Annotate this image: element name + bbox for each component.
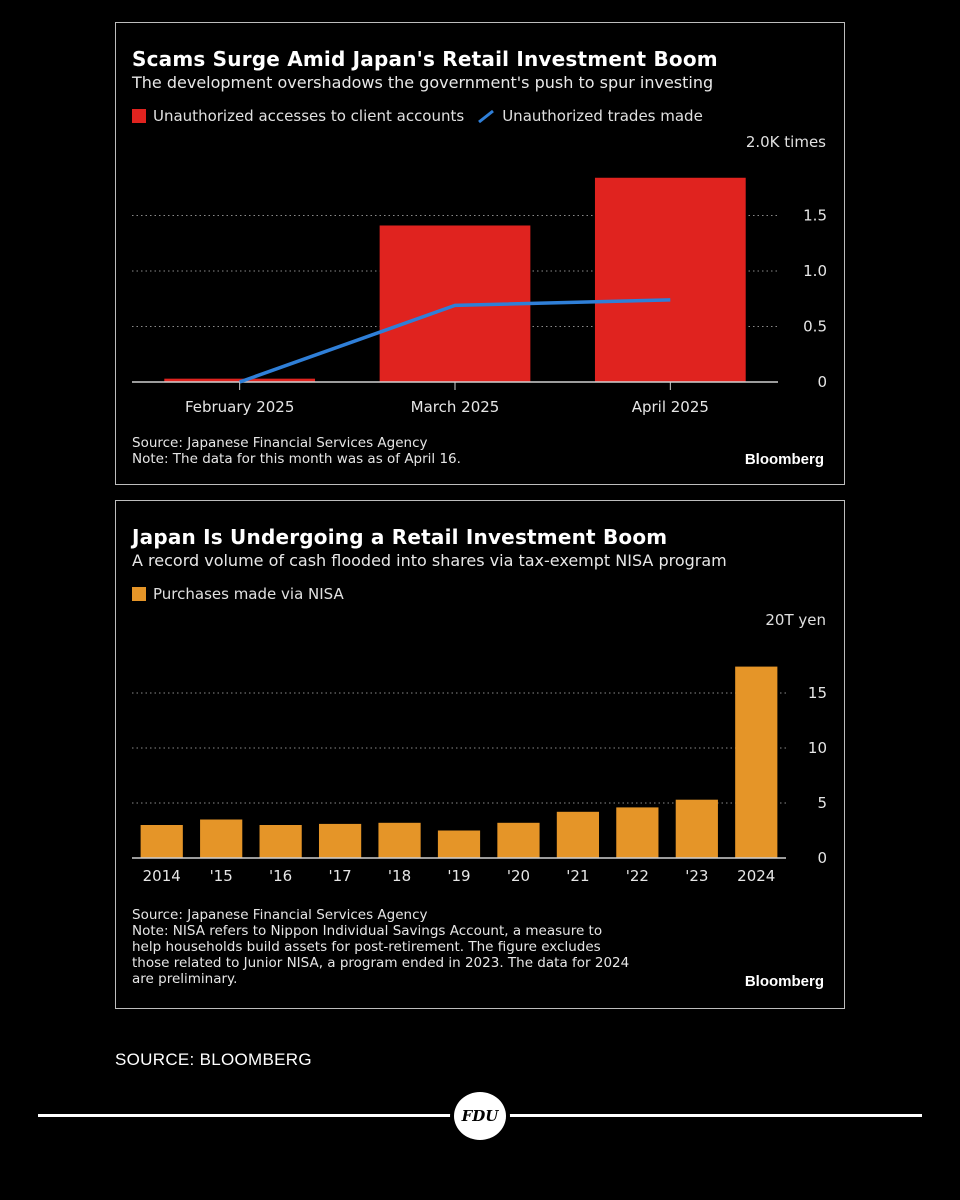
fdu-logo: FDU	[454, 1092, 506, 1140]
y-tick-label: 0.5	[803, 318, 827, 336]
x-tick-label: April 2025	[632, 398, 709, 416]
y-tick-label: 1.0	[803, 262, 827, 280]
legend-item-nisa: Purchases made via NISA	[132, 585, 344, 603]
legend-swatch-red	[132, 109, 146, 123]
x-tick-label: '22	[626, 867, 649, 885]
legend-swatch-orange	[132, 587, 146, 601]
note-line: Note: NISA refers to Nippon Individual S…	[132, 923, 603, 939]
x-tick-label: '15	[210, 867, 233, 885]
source-note: Source: Japanese Financial Services Agen…	[132, 907, 428, 923]
x-tick-label: 2024	[737, 867, 775, 885]
scams-chart-panel: Scams Surge Amid Japan's Retail Investme…	[115, 22, 845, 485]
bar	[140, 825, 183, 858]
bar	[616, 807, 659, 858]
chart-title: Scams Surge Amid Japan's Retail Investme…	[132, 47, 718, 71]
x-tick-label: '21	[566, 867, 589, 885]
x-tick-label: '16	[269, 867, 292, 885]
y-tick-label: 0	[817, 849, 827, 867]
legend-item-trades: Unauthorized trades made	[478, 107, 703, 125]
note-line: those related to Junior NISA, a program …	[132, 955, 630, 971]
x-tick-label: '19	[447, 867, 470, 885]
chart-notes: Source: Japanese Financial Services Agen…	[132, 435, 461, 467]
legend-label: Purchases made via NISA	[153, 585, 344, 603]
legend-label: Unauthorized accesses to client accounts	[153, 107, 465, 125]
nisa-bar-chart: 0 5 10 15 2014 '15 '16 '17 '18 '19 '20 '21 '22 '23 202…	[132, 666, 827, 885]
scams-bar-line-chart: 0 0.5 1.0 1.5 February 2025 March 2025 April 2…	[132, 177, 827, 416]
chart-title: Japan Is Undergoing a Retail Investment …	[132, 525, 668, 549]
y-tick-label: 1.5	[803, 207, 827, 225]
bar	[735, 666, 778, 858]
x-tick-label: '17	[328, 867, 351, 885]
note-line: are preliminary.	[132, 971, 238, 987]
x-tick-label: '18	[388, 867, 411, 885]
footer-source: SOURCE: BLOOMBERG	[115, 1050, 312, 1069]
data-note: Note: The data for this month was as of …	[132, 451, 461, 467]
bloomberg-logo: Bloomberg	[744, 451, 824, 468]
legend-label: Unauthorized trades made	[502, 107, 703, 125]
x-tick-label: 2014	[143, 867, 181, 885]
y-tick-label: 0	[817, 373, 827, 391]
legend-item-accesses: Unauthorized accesses to client accounts	[132, 107, 464, 125]
bar	[378, 822, 421, 858]
bar	[497, 822, 540, 858]
bar	[437, 830, 481, 858]
y-tick-label: 10	[808, 739, 827, 757]
nisa-chart-panel: Japan Is Undergoing a Retail Investment …	[115, 500, 845, 1009]
y-unit-label: 2.0K times	[745, 133, 826, 151]
legend-swatch-blue-line	[478, 109, 495, 123]
y-unit-label: 20T yen	[765, 611, 826, 629]
x-tick-label: '23	[685, 867, 708, 885]
chart-notes: Source: Japanese Financial Services Agen…	[132, 907, 629, 987]
y-tick-label: 5	[817, 794, 827, 812]
series-line	[239, 298, 671, 384]
bar	[675, 799, 718, 858]
chart-legend: Unauthorized accesses to client accounts…	[132, 107, 717, 125]
bar	[259, 825, 302, 858]
note-line: help households build assets for post-re…	[132, 939, 601, 955]
chart-subtitle: The development overshadows the governme…	[132, 73, 714, 92]
bar	[318, 823, 362, 858]
x-tick-label: February 2025	[185, 398, 294, 416]
x-tick-label: March 2025	[411, 398, 500, 416]
bar	[594, 177, 746, 382]
y-tick-label: 15	[808, 684, 827, 702]
x-tick-label: '20	[507, 867, 530, 885]
chart-legend: Purchases made via NISA	[132, 585, 358, 603]
bloomberg-logo: Bloomberg	[744, 973, 824, 990]
bar	[556, 811, 600, 858]
bar	[200, 819, 243, 858]
source-note: Source: Japanese Financial Services Agen…	[132, 435, 428, 451]
chart-subtitle: A record volume of cash flooded into sha…	[132, 551, 727, 570]
